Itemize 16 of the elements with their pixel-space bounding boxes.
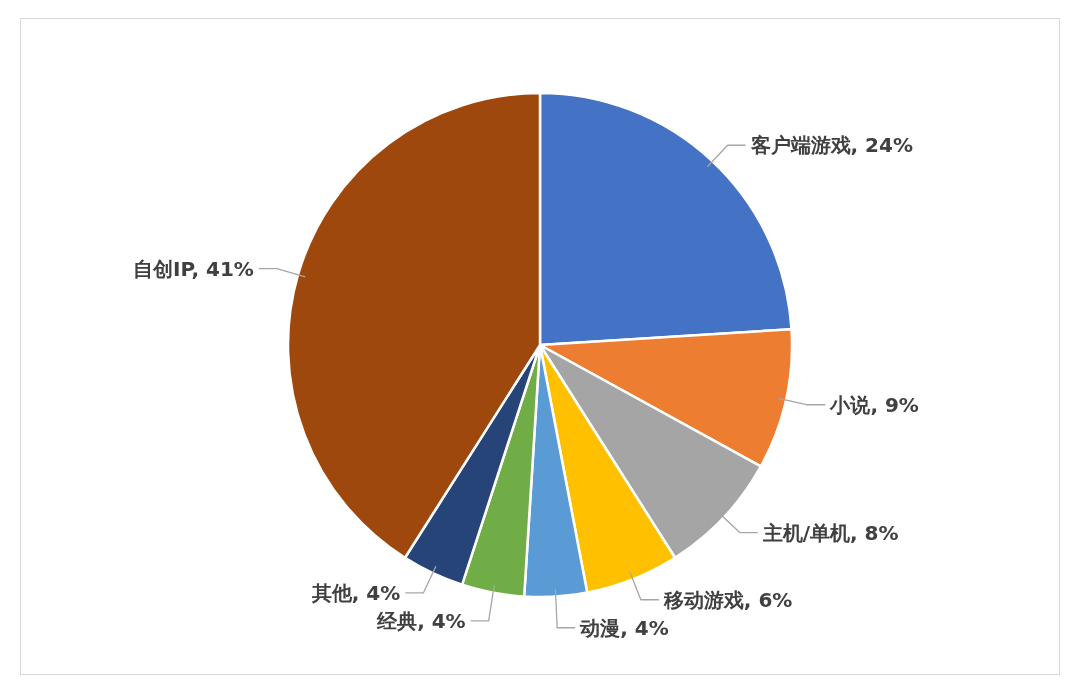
category-label: 动漫 <box>580 615 621 640</box>
category-label: 客户端游戏 <box>750 133 851 158</box>
category-label: 小说 <box>830 392 871 417</box>
value-label: , 4% <box>417 608 466 633</box>
category-label: 主机/单机 <box>762 520 851 545</box>
value-label: , 41% <box>191 256 254 281</box>
category-label: 经典 <box>377 608 418 633</box>
value-label: , 6% <box>743 587 793 612</box>
category-label: 其他 <box>311 580 352 605</box>
value-label: , 8% <box>850 520 899 545</box>
value-label: , 9% <box>870 392 919 417</box>
category-label: 移动游戏 <box>663 587 744 612</box>
category-label: 自创IP <box>133 256 192 281</box>
value-label: , 24% <box>850 133 913 158</box>
value-label: , 4% <box>620 615 669 640</box>
value-label: , 4% <box>351 580 401 605</box>
